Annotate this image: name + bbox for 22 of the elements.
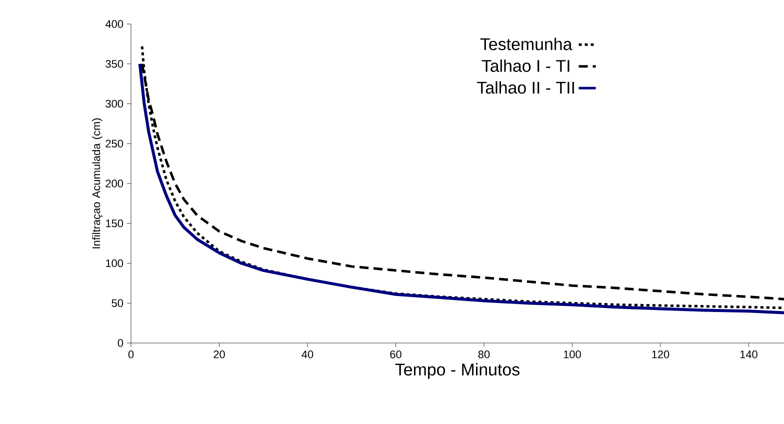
x-tick-label: 80 [478, 350, 490, 358]
y-tick-label: 400 [105, 20, 124, 28]
x-tick-label: 40 [302, 350, 314, 358]
x-tick-label: 140 [740, 350, 758, 358]
y-tick-label: 300 [106, 100, 124, 108]
legend-label: Talhao II - TII [477, 81, 574, 94]
x-tick-label: 100 [564, 350, 581, 358]
y-tick-label: 250 [106, 140, 124, 148]
y-axis-title: Infiltraçao Acumulada (cm) [92, 118, 102, 248]
x-axis-title: Tempo - Minutos [395, 363, 520, 379]
x-tick-label: 60 [390, 350, 402, 358]
x-tick-label: 120 [652, 350, 670, 358]
legend-label: Testemunha [480, 38, 572, 50]
y-tick-label: 200 [106, 180, 124, 188]
y-tick-label: 150 [106, 220, 124, 228]
y-tick-label: 350 [106, 60, 124, 68]
y-tick-label: 50 [112, 299, 124, 308]
legend-label: Talhao I - TI [482, 60, 570, 72]
x-tick-label: 0 [128, 350, 134, 358]
y-tick-label: 100 [106, 259, 124, 268]
y-tick-label: 0 [118, 339, 124, 347]
x-tick-label: 20 [214, 350, 225, 358]
